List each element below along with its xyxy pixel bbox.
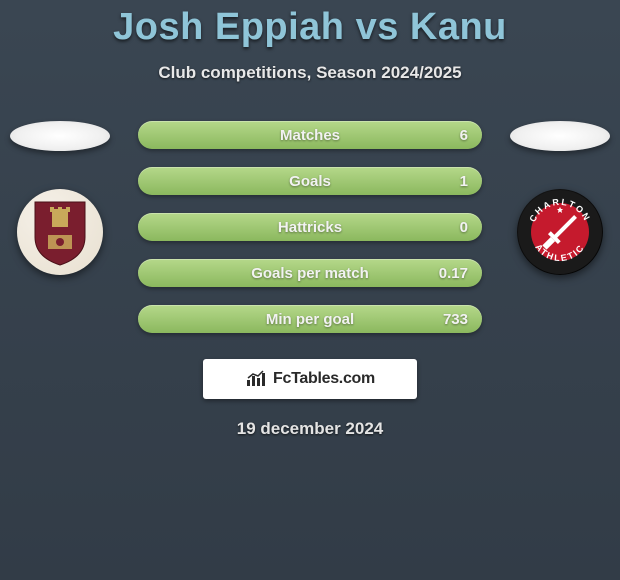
shield-icon bbox=[30, 197, 90, 267]
stat-row-matches: Matches 6 bbox=[138, 121, 482, 149]
player-left-column bbox=[10, 121, 110, 275]
brand-text: FcTables.com bbox=[273, 370, 375, 388]
stat-row-goals-per-match: Goals per match 0.17 bbox=[138, 259, 482, 287]
brand-box: FcTables.com bbox=[203, 359, 417, 399]
stat-value: 6 bbox=[460, 127, 468, 144]
charlton-athletic-crest: CHARLTON ATHLETIC bbox=[517, 189, 603, 275]
stat-label: Min per goal bbox=[266, 311, 354, 328]
stat-label: Matches bbox=[280, 127, 340, 144]
stat-label: Hattricks bbox=[278, 219, 342, 236]
stats-list: Matches 6 Goals 1 Hattricks 0 Goals per … bbox=[138, 121, 482, 333]
stat-value: 733 bbox=[443, 311, 468, 328]
player-right-column: CHARLTON ATHLETIC bbox=[510, 121, 610, 275]
subtitle: Club competitions, Season 2024/2025 bbox=[0, 63, 620, 83]
stat-row-min-per-goal: Min per goal 733 bbox=[138, 305, 482, 333]
stat-label: Goals bbox=[289, 173, 331, 190]
stat-value: 0 bbox=[460, 219, 468, 236]
player-right-avatar-placeholder bbox=[510, 121, 610, 151]
stat-row-goals: Goals 1 bbox=[138, 167, 482, 195]
stat-value: 0.17 bbox=[439, 265, 468, 282]
date-text: 19 december 2024 bbox=[0, 419, 620, 439]
stat-row-hattricks: Hattricks 0 bbox=[138, 213, 482, 241]
page-title: Josh Eppiah vs Kanu bbox=[0, 0, 620, 49]
comparison-content: CHARLTON ATHLETIC Matches 6 Goa bbox=[0, 121, 620, 439]
player-left-avatar-placeholder bbox=[10, 121, 110, 151]
stat-value: 1 bbox=[460, 173, 468, 190]
bar-chart-icon bbox=[245, 370, 267, 388]
club-badge-icon: CHARLTON ATHLETIC bbox=[517, 189, 603, 275]
northampton-town-crest bbox=[17, 189, 103, 275]
stat-label: Goals per match bbox=[251, 265, 369, 282]
